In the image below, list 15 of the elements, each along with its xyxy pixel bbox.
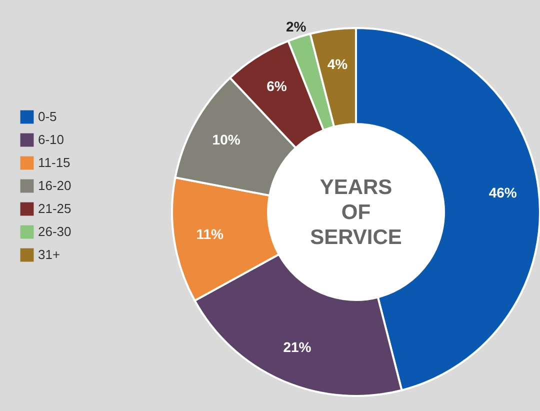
legend-label: 21-25 (38, 201, 72, 216)
data-label: 10% (212, 132, 241, 148)
legend-label: 11-15 (38, 155, 70, 170)
data-label: 2% (286, 18, 307, 34)
data-label: 4% (327, 56, 348, 72)
data-label: 21% (283, 338, 312, 355)
legend-label: 31+ (38, 247, 60, 262)
text: YEARS OF SERVICE (310, 176, 402, 249)
legend-label: 16-20 (38, 178, 72, 193)
legend-label: 0-5 (38, 109, 57, 124)
legend-label: 26-30 (38, 224, 72, 239)
data-label: 6% (266, 78, 288, 94)
legend-label: 6-10 (38, 132, 64, 147)
data-label: 46% (488, 184, 518, 200)
data-label: 11% (196, 226, 224, 242)
